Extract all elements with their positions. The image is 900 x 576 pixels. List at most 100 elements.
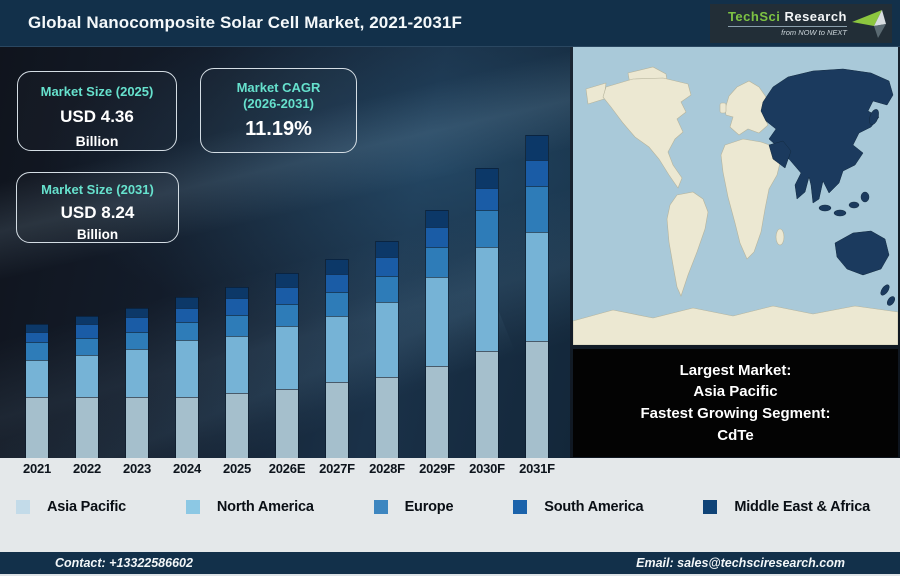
- bar-segment-europe: [176, 321, 198, 340]
- legend-label: North America: [216, 499, 314, 515]
- legend-label: Asia Pacific: [47, 499, 127, 515]
- stat-title: Market Size (2025): [40, 84, 154, 99]
- bar-segment-south-america: [326, 273, 348, 292]
- bar-column-2031F: [512, 135, 562, 458]
- bar-segment-asia-pacific: [526, 340, 548, 458]
- bar-column-2021: [12, 135, 62, 458]
- bar-segment-asia-pacific: [26, 396, 48, 458]
- contact-info: Contact: +13322586602: [55, 556, 193, 570]
- bar-segment-middle-east-africa: [426, 209, 448, 227]
- stacked-bar-2028F: [375, 241, 399, 458]
- bar-segment-north-america: [76, 355, 98, 398]
- stacked-bar-2027F: [325, 258, 349, 458]
- axis-label-2023: 2023: [122, 461, 152, 476]
- legend-swatch: [373, 500, 388, 514]
- bar-column-2028F: [362, 135, 412, 458]
- map-indonesia-highlight: [833, 209, 847, 217]
- bar-segment-asia-pacific: [76, 397, 98, 458]
- bar-segment-north-america: [426, 276, 448, 367]
- legend-item-middle-east-africa: Middle East & Africa: [703, 499, 870, 515]
- stacked-bar-2021: [25, 324, 49, 458]
- map-north-america: [602, 77, 692, 189]
- bar-segment-south-america: [226, 298, 248, 315]
- bar-segment-south-america: [376, 257, 398, 277]
- bar-segment-south-america: [176, 307, 198, 322]
- bar-segment-europe: [426, 246, 448, 277]
- map-new-zealand-highlight: [886, 296, 896, 306]
- stat-box-market-size-2031: Market Size (2031) USD 8.24 Billion: [16, 172, 179, 243]
- stat-value: USD 4.36: [60, 107, 134, 127]
- axis-label-2022: 2022: [72, 461, 102, 476]
- logo-tagline: from NOW to NEXT: [727, 26, 847, 37]
- logo-brand-primary: TechSci: [727, 9, 781, 25]
- axis-label-2028F: 2028F: [369, 461, 405, 476]
- map-new-zealand-highlight: [880, 284, 890, 296]
- legend-swatch: [185, 500, 200, 514]
- stat-title: Market Size (2031): [41, 182, 154, 197]
- bar-segment-north-america: [526, 232, 548, 341]
- chart-legend: Asia Pacific North America Europe South Ame…: [16, 499, 870, 515]
- bar-segment-europe: [276, 303, 298, 327]
- axis-label-2027F: 2027F: [319, 461, 355, 476]
- map-japan-highlight: [869, 109, 879, 125]
- legend-swatch: [513, 500, 528, 514]
- bar-segment-south-america: [476, 187, 498, 211]
- bar-segment-middle-east-africa: [326, 258, 348, 274]
- stat-box-market-cagr: Market CAGR (2026-2031) 11.19%: [200, 68, 357, 153]
- legend-swatch: [703, 500, 718, 514]
- bar-segment-europe: [476, 210, 498, 248]
- bar-segment-asia-pacific: [376, 376, 398, 458]
- stat-subtitle: (2026-2031): [243, 96, 314, 112]
- techsci-logo: TechSci Research from NOW to NEXT: [710, 4, 892, 43]
- stacked-bar-2031F: [525, 135, 549, 458]
- bar-segment-middle-east-africa: [476, 167, 498, 188]
- bar-segment-north-america: [476, 247, 498, 351]
- bar-segment-north-america: [226, 335, 248, 394]
- bar-segment-asia-pacific: [276, 389, 298, 458]
- callout-line: CdTe: [717, 426, 754, 444]
- bar-column-2024: [162, 135, 212, 458]
- legend-item-europe: Europe: [373, 499, 454, 515]
- market-callout-box: Largest Market: Asia Pacific Fastest Gro…: [573, 349, 898, 457]
- legend-label: Europe: [404, 499, 454, 515]
- callout-line: Largest Market:: [679, 361, 792, 379]
- bar-segment-asia-pacific: [126, 397, 148, 458]
- map-indonesia-highlight: [848, 201, 860, 209]
- legend-label: South America: [544, 499, 644, 515]
- callout-line: Fastest Growing Segment:: [640, 405, 831, 422]
- stat-unit: Billion: [76, 227, 119, 243]
- bar-segment-north-america: [376, 302, 398, 377]
- bar-column-2023: [112, 135, 162, 458]
- stacked-bar-2024: [175, 296, 199, 458]
- legend-item-south-america: South America: [513, 499, 644, 515]
- bar-segment-asia-pacific: [176, 397, 198, 458]
- email-info: Email: sales@techsciresearch.com: [636, 556, 845, 570]
- logo-text: TechSci Research from NOW to NEXT: [727, 10, 847, 37]
- bar-column-2025: [212, 135, 262, 458]
- bar-segment-middle-east-africa: [26, 324, 48, 332]
- logo-arrow-icon: [852, 9, 886, 38]
- bottom-strip: 2021 2022 2023 2024 2025 2026E 2027F 2028F 2029F…: [0, 458, 900, 552]
- stat-title: Market CAGR: [236, 80, 321, 95]
- bar-segment-europe: [76, 338, 98, 356]
- map-south-america: [666, 191, 709, 297]
- bar-segment-south-america: [26, 331, 48, 342]
- bar-segment-asia-pacific: [226, 393, 248, 458]
- legend-label: Middle East & Africa: [734, 499, 870, 515]
- bar-segment-middle-east-africa: [376, 241, 398, 258]
- bar-segment-south-america: [126, 316, 148, 332]
- axis-label-2029F: 2029F: [419, 461, 455, 476]
- map-australia-highlight: [834, 230, 890, 276]
- logo-brand: TechSci Research: [728, 10, 847, 23]
- bar-segment-south-america: [76, 323, 98, 339]
- stacked-bar-2022: [75, 315, 99, 458]
- map-arabia-highlight: [768, 140, 792, 169]
- bar-column-2027F: [312, 135, 362, 458]
- bar-segment-north-america: [126, 348, 148, 398]
- legend-item-asia-pacific: Asia Pacific: [16, 499, 126, 515]
- map-antarctica: [573, 305, 898, 345]
- bar-segment-north-america: [26, 359, 48, 397]
- map-panel: Largest Market: Asia Pacific Fastest Gro…: [570, 47, 900, 458]
- map-alaska: [585, 82, 607, 105]
